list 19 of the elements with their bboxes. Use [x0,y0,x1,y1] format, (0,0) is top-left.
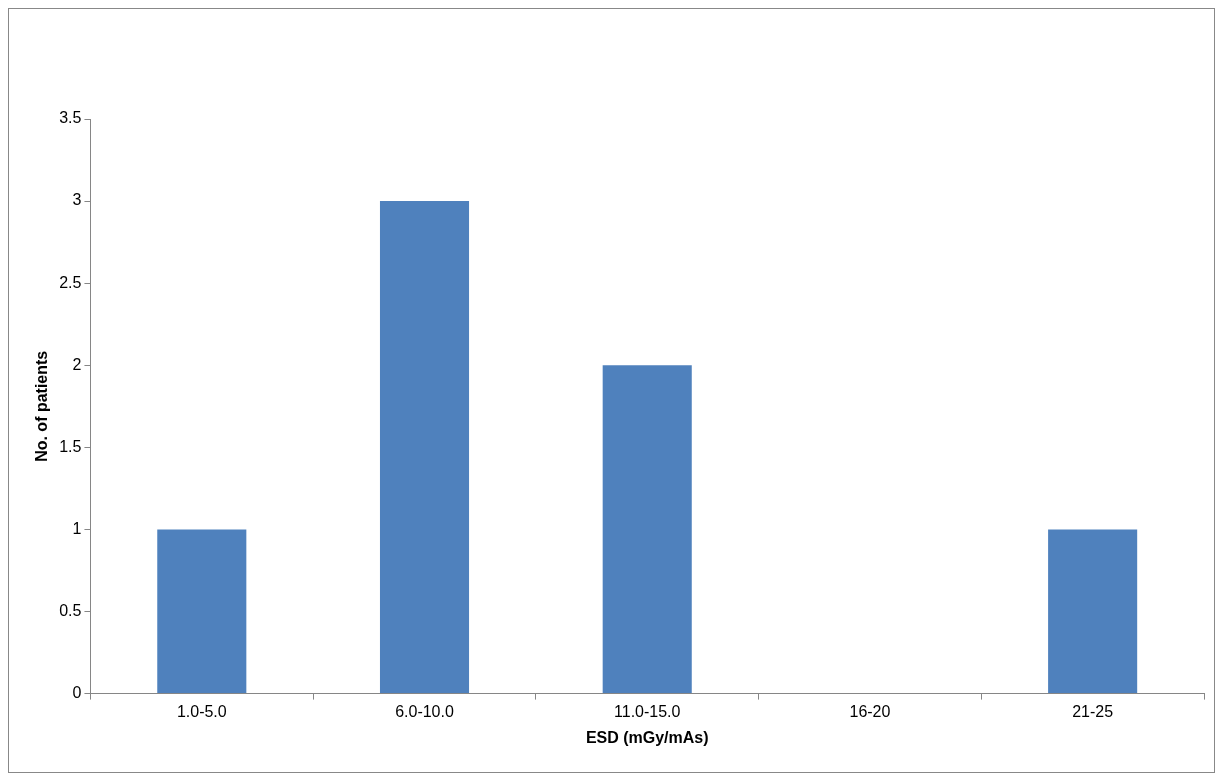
y-tick-label: 1 [72,519,82,537]
y-tick-label: 3.5 [59,109,82,127]
y-tick-label: 1.5 [59,437,82,455]
y-tick-label: 3 [72,191,82,209]
y-tick-label: 0.5 [59,601,82,619]
bar [157,529,247,694]
y-tick-label: 2.5 [59,273,82,291]
x-axis-title: ESD (mGy/mAs) [585,728,709,746]
bar [1048,529,1138,694]
x-tick-label: 1.0-5.0 [176,702,227,720]
x-tick-label: 6.0-10.0 [395,702,454,720]
y-tick-label: 2 [72,355,82,373]
y-axis-title: No. of patients [33,350,51,462]
bar [379,201,470,694]
y-tick-label: 0 [72,684,82,702]
bar [602,365,692,694]
x-tick-label: 21-25 [1072,702,1114,720]
x-tick-label: 16-20 [849,702,891,720]
x-tick-label: 11.0-15.0 [614,702,681,720]
